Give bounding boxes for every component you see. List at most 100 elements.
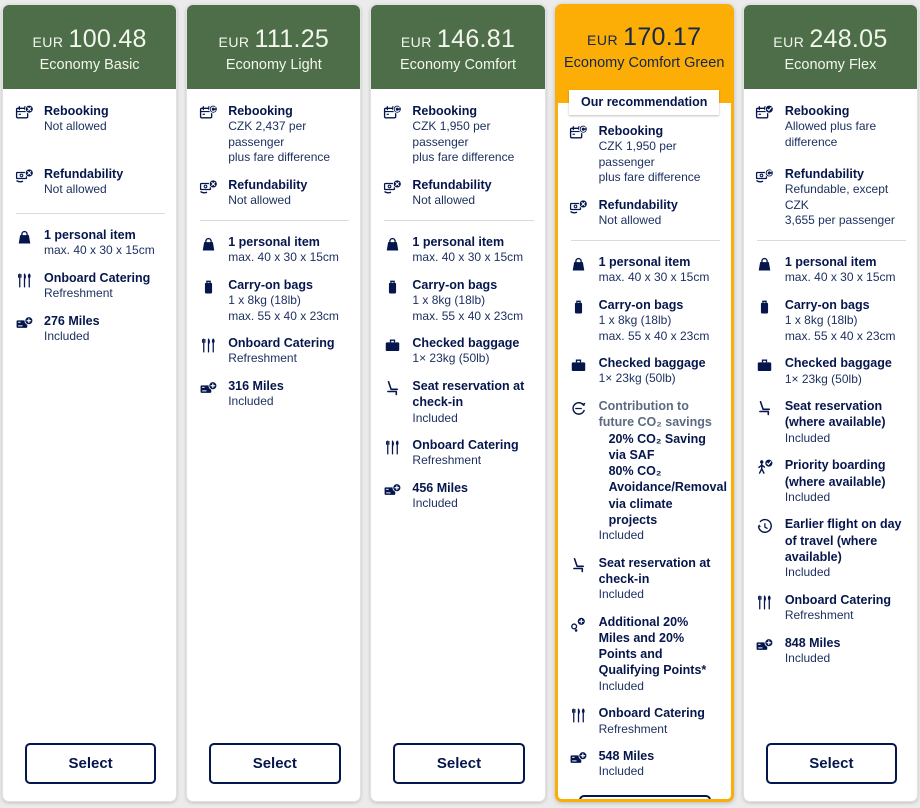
feature-row: 456 Miles Included (382, 480, 535, 512)
fare-body: Rebooking CZK 1,950 per passenger plus far… (558, 115, 731, 799)
fare-conditions-group: Rebooking Allowed plus fare difference Re… (755, 89, 908, 240)
feature-line: Refreshment (228, 351, 297, 366)
fare-currency: EUR (400, 34, 432, 50)
feature-row: Checked baggage 1× 23kg (50lb) (569, 355, 722, 387)
feature-line: Included (784, 565, 831, 580)
onboard-catering-icon (198, 335, 218, 367)
feature-text: Rebooking CZK 1,950 per passenger plus far… (599, 123, 722, 186)
feature-text: 456 Miles Included (412, 480, 468, 512)
feature-title: Carry-on bags (598, 297, 684, 312)
feature-title: Rebooking (44, 104, 109, 118)
feature-row: Contribution to future CO₂ savings 20% CO… (569, 398, 727, 544)
feature-title: 1 personal item (44, 228, 136, 242)
feature-title: 1 personal item (228, 234, 320, 249)
feature-title: Earlier flight on day of travel (where a… (784, 517, 902, 564)
feature-title: Carry-on bags (228, 277, 313, 292)
feature-text: 548 Miles Included (599, 748, 655, 780)
miles-icon (198, 378, 218, 410)
fare-header: EUR 111.25 Economy Light (187, 5, 361, 89)
carry-on-bag-icon (755, 297, 775, 344)
feature-text: Onboard Catering Refreshment (785, 592, 891, 624)
feature-text: Checked baggage 1× 23kg (50lb) (785, 355, 892, 387)
feature-text: Checked baggage 1× 23kg (50lb) (599, 355, 706, 387)
feature-title: Onboard Catering (412, 438, 519, 453)
feature-text: Seat reservation (where available) Includ… (785, 398, 908, 446)
spacer (14, 356, 167, 743)
feature-row: 1 personal item max. 40 x 30 x 15cm (382, 234, 535, 266)
rebooking-fee-icon (198, 103, 218, 166)
feature-line: CZK 2,437 per passenger (228, 119, 307, 149)
feature-line: Included (598, 678, 644, 693)
miles-icon (569, 748, 589, 780)
feature-row: Priority boarding (where available) Inclu… (755, 457, 908, 505)
feature-row: Rebooking CZK 2,437 per passenger plus far… (198, 103, 351, 166)
personal-item-icon (14, 227, 34, 259)
select-button[interactable]: Select (579, 794, 712, 799)
fare-price: EUR 111.25 (193, 25, 354, 54)
feature-row: Carry-on bags 1 x 8kg (18lb) max. 55 x 40 … (382, 277, 535, 324)
feature-text: Onboard Catering Refreshment (228, 335, 334, 367)
feature-row: 1 personal item max. 40 x 30 x 15cm (569, 254, 722, 286)
refund-not-allowed-icon (198, 177, 218, 209)
carry-on-bag-icon (382, 277, 402, 324)
miles-icon (14, 313, 34, 345)
feature-line: Included (784, 430, 831, 445)
feature-text: Onboard Catering Refreshment (599, 705, 705, 737)
rebooking-fee-icon (382, 103, 402, 166)
priority-boarding-icon (755, 457, 775, 505)
feature-line: 1× 23kg (50lb) (784, 371, 862, 386)
feature-line: plus fare difference (228, 150, 331, 165)
fare-header: EUR 146.81 Economy Comfort (371, 5, 545, 89)
select-button[interactable]: Select (765, 743, 898, 784)
feature-line: Included (44, 328, 90, 343)
feature-title: Refundability (228, 178, 308, 193)
feature-line: 1 x 8kg (18lb) (412, 292, 486, 307)
select-button[interactable]: Select (393, 743, 525, 784)
feature-line: max. 55 x 40 x 23cm (784, 328, 896, 343)
refund-allowed-icon (755, 166, 775, 229)
feature-line: Not allowed (44, 119, 107, 134)
feature-line: 1 x 8kg (18lb) (228, 292, 301, 307)
feature-line: Included (228, 394, 274, 409)
feature-row: Rebooking Allowed plus fare difference (755, 103, 908, 155)
feature-text: 316 Miles Included (228, 378, 284, 410)
fare-card-economy-flex: EUR 248.05 Economy Flex Rebooking Allowed … (742, 4, 919, 802)
feature-line: Refundable, except CZK (784, 182, 889, 212)
fare-name: Economy Comfort (399, 57, 517, 73)
select-button[interactable]: Select (208, 743, 341, 784)
checked-baggage-icon (569, 355, 589, 387)
feature-text: Priority boarding (where available) Inclu… (785, 457, 908, 505)
feature-line: Refreshment (784, 607, 854, 622)
feature-title: Rebooking (412, 104, 477, 118)
miles-icon (755, 635, 775, 667)
fare-conditions-group: Rebooking CZK 1,950 per passenger plus far… (382, 89, 535, 220)
feature-line: CZK 1,950 per passenger (412, 119, 491, 149)
fare-card-economy-comfort: EUR 146.81 Economy Comfort Rebooking CZK 1… (370, 4, 546, 802)
feature-row: Rebooking CZK 1,950 per passenger plus far… (382, 103, 535, 166)
fare-conditions-group: Rebooking Not allowed Refundability Not al… (14, 89, 167, 213)
feature-row: Carry-on bags 1 x 8kg (18lb) max. 55 x 40 … (198, 277, 351, 324)
feature-line: Included (598, 528, 644, 542)
fare-body: Rebooking Not allowed Refundability Not al… (3, 89, 176, 801)
personal-item-icon (382, 234, 402, 266)
feature-row: Onboard Catering Refreshment (198, 335, 351, 367)
spacer (755, 677, 908, 743)
feature-row: 276 Miles Included (14, 313, 167, 345)
feature-text: Earlier flight on day of travel (where a… (785, 516, 908, 580)
fare-card-economy-light: EUR 111.25 Economy Light Rebooking CZK 2,4… (186, 4, 362, 802)
feature-line: Included (784, 650, 831, 665)
feature-title: Onboard Catering (228, 336, 335, 351)
feature-title: 548 Miles (598, 749, 655, 764)
divider (756, 240, 907, 242)
feature-line: Included (412, 496, 458, 511)
seat-reservation-icon (569, 555, 589, 603)
feature-text: Onboard Catering Refreshment (44, 270, 150, 302)
feature-line: 1 x 8kg (18lb) (598, 312, 672, 327)
feature-title: Rebooking (784, 104, 850, 118)
select-button[interactable]: Select (24, 743, 157, 784)
feature-line: 3,655 per passenger (784, 213, 895, 228)
feature-text: Carry-on bags 1 x 8kg (18lb) max. 55 x 40 … (412, 277, 523, 324)
fare-header: EUR 248.05 Economy Flex (743, 5, 918, 89)
feature-title: Seat reservation at check-in (412, 379, 525, 410)
